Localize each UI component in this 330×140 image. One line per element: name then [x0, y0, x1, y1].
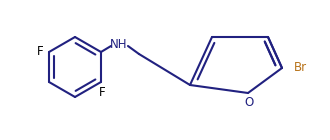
- Text: O: O: [245, 95, 254, 108]
- Text: F: F: [99, 86, 105, 99]
- Text: F: F: [37, 45, 43, 58]
- Text: NH: NH: [110, 38, 128, 51]
- Text: Br: Br: [293, 60, 307, 74]
